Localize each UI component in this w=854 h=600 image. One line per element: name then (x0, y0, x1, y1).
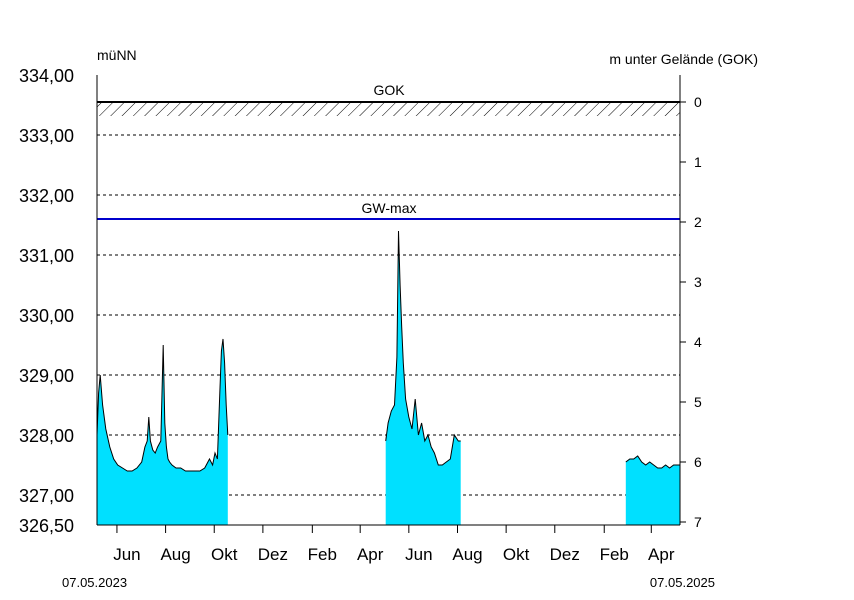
right-tick-label: 1 (694, 154, 702, 170)
ground-hatch (97, 102, 680, 116)
water-level-line-1 (96, 338, 229, 472)
month-tick-label: Feb (600, 545, 629, 564)
month-tick-label: Dez (258, 545, 288, 564)
month-tick-label: Jun (113, 545, 140, 564)
water-level-line-3 (625, 455, 680, 469)
right-tick-label: 3 (694, 274, 702, 290)
right-axis-ticks: 0 1 2 3 4 5 6 7 (680, 94, 702, 530)
gw-max-label: GW-max (362, 200, 417, 216)
month-tick-label: Okt (211, 545, 238, 564)
left-tick-label: 330,00 (19, 306, 74, 326)
left-tick-label: 332,00 (19, 186, 74, 206)
left-tick-label: 331,00 (19, 246, 74, 266)
water-level-area-1 (97, 339, 228, 525)
gok-label: GOK (373, 82, 405, 98)
water-level-line-2 (385, 230, 461, 466)
left-tick-label: 326,50 (19, 516, 74, 536)
month-tick-label: Apr (648, 545, 675, 564)
right-tick-label: 0 (694, 94, 702, 110)
water-level-areas (96, 230, 680, 525)
water-level-area-3 (625, 456, 680, 525)
month-axis-ticks: Jun Aug Okt Dez Feb Apr Jun Aug Okt Dez Feb Apr (113, 525, 675, 564)
left-tick-label: 333,00 (19, 126, 74, 146)
right-tick-label: 6 (694, 454, 702, 470)
right-tick-label: 4 (694, 334, 702, 350)
left-tick-label: 334,00 (19, 66, 74, 86)
month-tick-label: Okt (503, 545, 530, 564)
month-tick-label: Jun (405, 545, 432, 564)
start-date-label: 07.05.2023 (62, 575, 127, 590)
left-axis-ticks: 326,50 327,00 328,00 329,00 330,00 331,00 332,… (19, 66, 74, 536)
month-tick-label: Aug (160, 545, 190, 564)
month-tick-label: Dez (550, 545, 580, 564)
left-tick-label: 329,00 (19, 366, 74, 386)
right-tick-label: 7 (694, 514, 702, 530)
left-axis-unit: müNN (97, 47, 137, 63)
water-level-area-2 (385, 231, 461, 525)
month-tick-label: Aug (452, 545, 482, 564)
month-tick-label: Apr (357, 545, 384, 564)
right-tick-label: 5 (694, 394, 702, 410)
end-date-label: 07.05.2025 (650, 575, 715, 590)
right-tick-label: 2 (694, 214, 702, 230)
left-tick-label: 327,00 (19, 486, 74, 506)
month-tick-label: Feb (308, 545, 337, 564)
right-axis-unit: m unter Gelände (GOK) (609, 51, 758, 67)
left-tick-label: 328,00 (19, 426, 74, 446)
